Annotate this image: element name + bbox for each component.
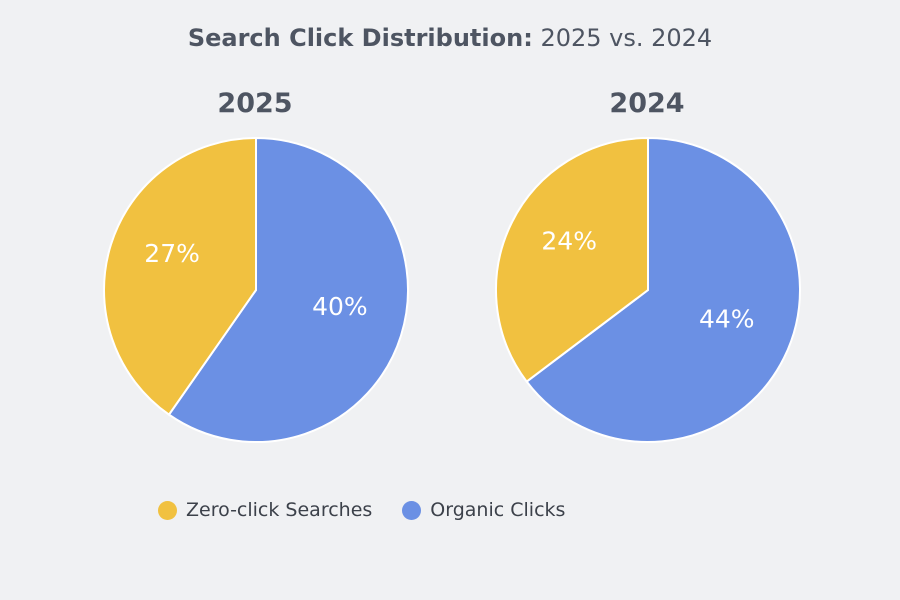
legend-item-organic: Organic Clicks [402,499,565,521]
legend-item-zero-click: Zero-click Searches [158,499,372,521]
pie-title-2024: 2024 [609,88,685,119]
legend-swatch-zero-click [158,500,177,520]
pie-chart-2024: 44% 24% [495,136,801,443]
slice-label-zero-click: 27% [144,239,200,268]
pie-slice-zero-click [103,136,257,417]
pie-chart-2025: 40% 27% [103,136,409,443]
pie-slice-zero-click [495,136,649,384]
slice-label-organic: 40% [312,292,368,321]
legend-swatch-organic [402,500,422,520]
chart-title-years: 2025 vs. 2024 [540,24,713,52]
chart-title: Search Click Distribution: 2025 vs. 2024 [0,22,900,54]
slice-label-zero-click: 24% [541,226,597,255]
pie-slice-organic [167,136,409,443]
pie-title-2025: 2025 [217,88,293,119]
pie-slice-organic [525,136,801,443]
legend: Zero-click Searches Organic Clicks [158,496,595,524]
legend-label-organic: Organic Clicks [430,499,566,521]
chart-title-main: Search Click Distribution: [187,24,533,52]
legend-label-zero-click: Zero-click Searches [186,499,373,521]
slice-label-organic: 44% [699,305,755,334]
